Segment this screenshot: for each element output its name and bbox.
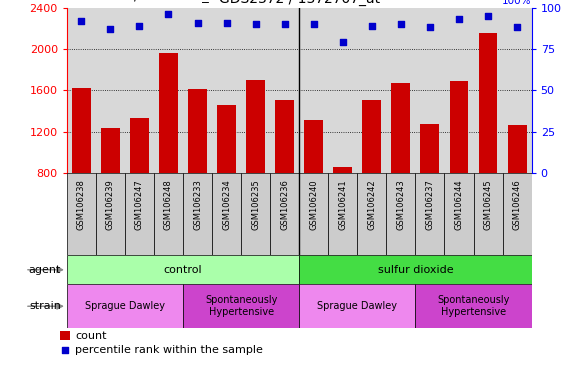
Text: strain: strain	[29, 301, 61, 311]
Text: Sprague Dawley: Sprague Dawley	[317, 301, 397, 311]
Text: percentile rank within the sample: percentile rank within the sample	[75, 345, 263, 355]
Bar	[474, 173, 503, 255]
Bar	[275, 99, 294, 173]
Text: GSM106241: GSM106241	[338, 179, 347, 230]
Bar	[421, 124, 439, 173]
Bar	[299, 173, 328, 255]
Bar	[241, 173, 270, 255]
Bar	[444, 173, 474, 255]
Bar	[67, 173, 96, 255]
Text: GSM106235: GSM106235	[251, 179, 260, 230]
Point	[425, 25, 435, 31]
Text: GSM106246: GSM106246	[512, 179, 522, 230]
Bar	[479, 33, 497, 173]
Text: GSM106242: GSM106242	[367, 179, 376, 230]
Point	[396, 21, 406, 27]
Bar	[299, 284, 415, 328]
Point	[193, 20, 202, 26]
Bar	[183, 284, 299, 328]
Text: GSM106237: GSM106237	[425, 179, 435, 230]
Text: GDS2372 / 1372707_at: GDS2372 / 1372707_at	[218, 0, 380, 6]
Point	[60, 347, 70, 353]
Bar	[67, 284, 183, 328]
Bar	[60, 331, 70, 340]
Bar	[217, 105, 236, 173]
Text: GSM106247: GSM106247	[135, 179, 144, 230]
Bar	[450, 81, 468, 173]
Bar	[299, 255, 532, 284]
Bar	[246, 80, 265, 173]
Point	[106, 26, 115, 32]
Bar	[212, 173, 241, 255]
Bar	[130, 118, 149, 173]
Bar	[503, 173, 532, 255]
Bar	[96, 173, 125, 255]
Point	[251, 21, 260, 27]
Bar	[183, 173, 212, 255]
Text: GSM106238: GSM106238	[77, 179, 86, 230]
Text: 100%: 100%	[502, 0, 532, 6]
Text: GSM106240: GSM106240	[309, 179, 318, 230]
Bar	[392, 83, 410, 173]
Bar	[67, 255, 299, 284]
Bar	[159, 53, 178, 173]
Bar	[101, 128, 120, 173]
Bar	[154, 173, 183, 255]
Point	[280, 21, 289, 27]
Point	[309, 21, 318, 27]
Point	[483, 13, 493, 19]
Bar	[304, 120, 323, 173]
Text: GSM106239: GSM106239	[106, 179, 115, 230]
Bar	[328, 173, 357, 255]
Text: count: count	[75, 331, 107, 341]
Text: control: control	[164, 265, 202, 275]
Point	[454, 16, 464, 22]
Bar	[188, 89, 207, 173]
Text: sulfur dioxide: sulfur dioxide	[378, 265, 453, 275]
Bar	[415, 284, 532, 328]
Point	[512, 25, 522, 31]
Text: Spontaneously
Hypertensive: Spontaneously Hypertensive	[437, 295, 510, 317]
Text: GSM106234: GSM106234	[222, 179, 231, 230]
Bar	[357, 173, 386, 255]
Text: GSM106245: GSM106245	[483, 179, 493, 230]
Point	[338, 39, 347, 45]
Point	[222, 20, 231, 26]
Point	[77, 18, 86, 24]
Bar	[415, 173, 444, 255]
Bar	[386, 173, 415, 255]
Text: GDS2372 / 1372707_at: GDS2372 / 1372707_at	[67, 0, 222, 2]
Text: GSM106236: GSM106236	[280, 179, 289, 230]
Text: GSM106244: GSM106244	[454, 179, 464, 230]
Text: GSM106248: GSM106248	[164, 179, 173, 230]
Point	[367, 23, 376, 29]
Point	[135, 23, 144, 29]
Bar	[508, 125, 526, 173]
Point	[164, 11, 173, 17]
Text: GSM106233: GSM106233	[193, 179, 202, 230]
Text: GSM106243: GSM106243	[396, 179, 406, 230]
Bar	[72, 88, 91, 173]
Bar	[333, 167, 352, 173]
Text: agent: agent	[28, 265, 61, 275]
Bar	[125, 173, 154, 255]
Bar	[270, 173, 299, 255]
Text: Sprague Dawley: Sprague Dawley	[85, 301, 165, 311]
Bar	[363, 99, 381, 173]
Text: Spontaneously
Hypertensive: Spontaneously Hypertensive	[205, 295, 277, 317]
